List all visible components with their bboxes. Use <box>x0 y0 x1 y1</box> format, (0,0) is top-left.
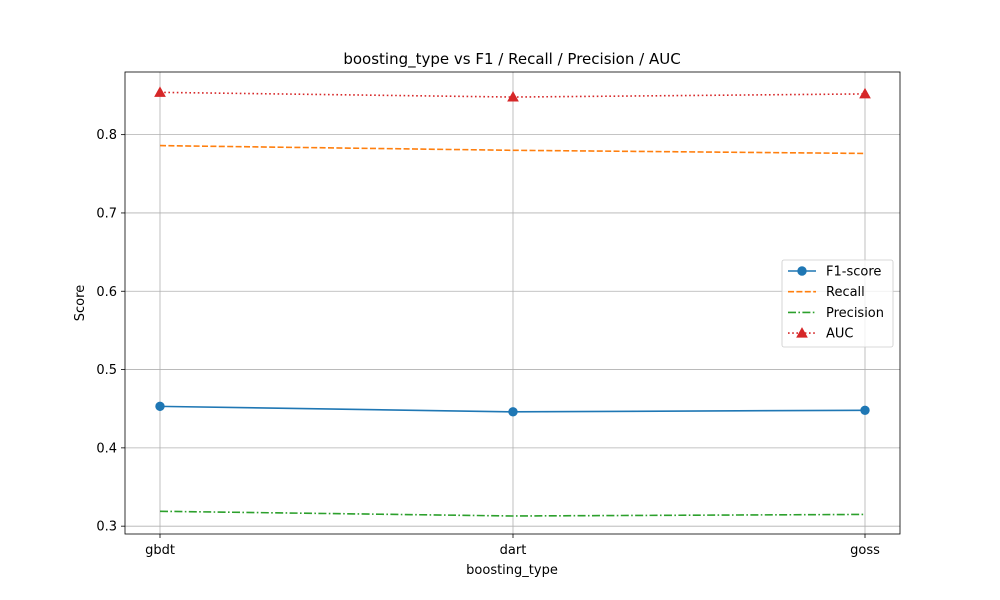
series-f1-score <box>155 401 870 417</box>
legend-entry-f1-score: F1-score <box>788 265 881 280</box>
y-axis-label: Score <box>73 285 88 321</box>
legend-entry-recall: Recall <box>788 285 865 300</box>
legend-entry-precision: Precision <box>788 306 884 321</box>
legend-box <box>781 259 894 348</box>
y-tick-label: 0.3 <box>96 520 117 535</box>
y-tick-label: 0.4 <box>96 441 117 456</box>
series-precision <box>159 510 866 517</box>
y-tick-label: 0.7 <box>96 206 117 221</box>
series-layer <box>154 86 871 517</box>
grid <box>125 72 900 534</box>
y-tick-label: 0.5 <box>96 363 117 378</box>
ticks: gbdt dart goss 0.3 0.4 0.5 0.6 0.7 0.8 <box>96 128 880 558</box>
data-point-f1-score <box>155 401 165 412</box>
legend-marker <box>796 327 808 338</box>
legend-label: F1-score <box>826 265 881 280</box>
legend-marker <box>797 266 807 276</box>
series-line-precision <box>159 510 866 517</box>
data-point-f1-score <box>860 405 870 415</box>
series-line-recall <box>159 144 866 155</box>
legend: F1-score Recall Precision AUC <box>781 259 894 348</box>
y-tick-label: 0.8 <box>96 128 117 143</box>
x-tick-label: gbdt <box>145 543 175 558</box>
data-point-auc <box>154 86 166 97</box>
x-tick-label: goss <box>850 543 880 558</box>
legend-label: AUC <box>826 327 854 342</box>
data-point-auc <box>507 91 519 102</box>
data-point-f1-score <box>508 407 518 417</box>
chart-title: boosting_type vs F1 / Recall / Precision… <box>343 50 680 69</box>
legend-entry-auc: AUC <box>788 327 854 342</box>
plot-frame <box>124 71 901 535</box>
data-point-auc <box>859 87 871 99</box>
x-axis-label: boosting_type <box>466 563 558 578</box>
y-tick-label: 0.6 <box>96 285 117 300</box>
legend-label: Precision <box>826 306 884 321</box>
series-auc <box>154 86 871 102</box>
series-recall <box>159 144 866 155</box>
legend-label: Recall <box>826 285 865 300</box>
x-tick-label: dart <box>500 543 527 558</box>
